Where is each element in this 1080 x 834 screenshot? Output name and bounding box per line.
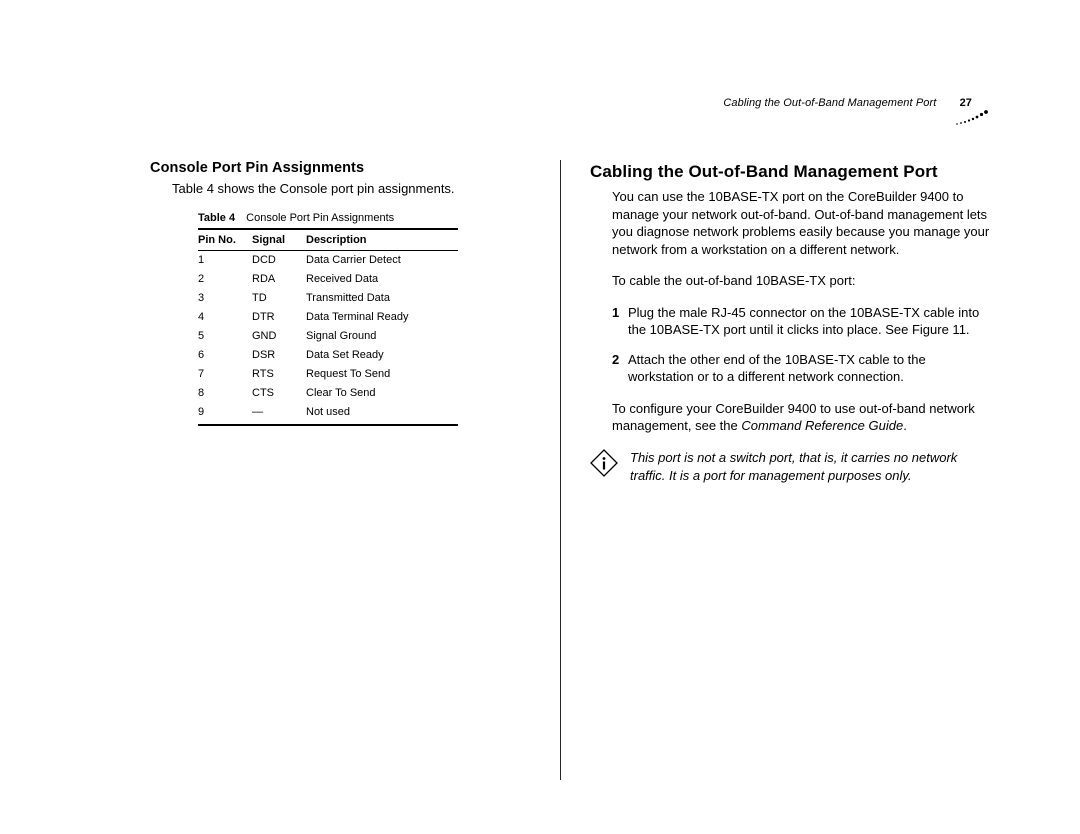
column-divider bbox=[560, 160, 561, 780]
table-cell: RDA bbox=[252, 270, 306, 289]
table-row: 8CTSClear To Send bbox=[198, 384, 458, 403]
step-text: Plug the male RJ-45 connector on the 10B… bbox=[628, 304, 990, 339]
table-header-pinno: Pin No. bbox=[198, 229, 252, 251]
table-cell: Data Carrier Detect bbox=[306, 250, 458, 270]
list-item: 1Plug the male RJ-45 connector on the 10… bbox=[612, 304, 990, 339]
table-cell: Signal Ground bbox=[306, 327, 458, 346]
info-note-text: This port is not a switch port, that is,… bbox=[630, 449, 990, 484]
pin-assignment-table: Pin No. Signal Description 1DCDData Carr… bbox=[198, 228, 458, 427]
table-cell: DCD bbox=[252, 250, 306, 270]
table-cell: DTR bbox=[252, 308, 306, 327]
table-caption-text: Console Port Pin Assignments bbox=[246, 212, 394, 224]
table-caption-label: Table 4 bbox=[198, 212, 235, 224]
table-row: 7RTSRequest To Send bbox=[198, 365, 458, 384]
right-p3-ital: Command Reference Guide bbox=[741, 418, 903, 433]
table-cell: CTS bbox=[252, 384, 306, 403]
info-note: This port is not a switch port, that is,… bbox=[590, 449, 990, 484]
right-p1: You can use the 10BASE-TX port on the Co… bbox=[612, 188, 990, 258]
left-intro: Table 4 shows the Console port pin assig… bbox=[172, 180, 550, 198]
table-cell: 8 bbox=[198, 384, 252, 403]
table-cell: 5 bbox=[198, 327, 252, 346]
table-row: 5GNDSignal Ground bbox=[198, 327, 458, 346]
table-cell: — bbox=[252, 403, 306, 426]
left-column: Console Port Pin Assignments Table 4 sho… bbox=[150, 90, 550, 484]
right-heading: Cabling the Out-of-Band Management Port bbox=[590, 162, 990, 182]
table-cell: 1 bbox=[198, 250, 252, 270]
table-cell: 9 bbox=[198, 403, 252, 426]
step-number: 2 bbox=[612, 351, 628, 386]
table-caption: Table 4 Console Port Pin Assignments bbox=[198, 212, 550, 224]
right-p2: To cable the out-of-band 10BASE-TX port: bbox=[612, 272, 990, 290]
step-text: Attach the other end of the 10BASE-TX ca… bbox=[628, 351, 990, 386]
list-item: 2Attach the other end of the 10BASE-TX c… bbox=[612, 351, 990, 386]
table-cell: 7 bbox=[198, 365, 252, 384]
table-row: 1DCDData Carrier Detect bbox=[198, 250, 458, 270]
table-cell: Not used bbox=[306, 403, 458, 426]
table-cell: 2 bbox=[198, 270, 252, 289]
table-row: 3TDTransmitted Data bbox=[198, 289, 458, 308]
table-cell: GND bbox=[252, 327, 306, 346]
page-content: Console Port Pin Assignments Table 4 sho… bbox=[150, 90, 990, 484]
table-cell: Clear To Send bbox=[306, 384, 458, 403]
table-cell: Received Data bbox=[306, 270, 458, 289]
table-cell: Data Terminal Ready bbox=[306, 308, 458, 327]
info-icon bbox=[590, 449, 618, 477]
table-header-signal: Signal bbox=[252, 229, 306, 251]
table-cell: TD bbox=[252, 289, 306, 308]
table-cell: 6 bbox=[198, 346, 252, 365]
table-cell: 3 bbox=[198, 289, 252, 308]
table-cell: Data Set Ready bbox=[306, 346, 458, 365]
step-number: 1 bbox=[612, 304, 628, 339]
table-cell: Request To Send bbox=[306, 365, 458, 384]
table-row: 6DSRData Set Ready bbox=[198, 346, 458, 365]
table-cell: Transmitted Data bbox=[306, 289, 458, 308]
right-p3-post: . bbox=[903, 418, 907, 433]
right-column: Cabling the Out-of-Band Management Port … bbox=[590, 90, 990, 484]
table-row: 2RDAReceived Data bbox=[198, 270, 458, 289]
table-header-row: Pin No. Signal Description bbox=[198, 229, 458, 251]
table-row: 9—Not used bbox=[198, 403, 458, 426]
steps-list: 1Plug the male RJ-45 connector on the 10… bbox=[612, 304, 990, 386]
table-cell: 4 bbox=[198, 308, 252, 327]
table-cell: DSR bbox=[252, 346, 306, 365]
table-cell: RTS bbox=[252, 365, 306, 384]
left-heading: Console Port Pin Assignments bbox=[150, 160, 550, 176]
table-header-description: Description bbox=[306, 229, 458, 251]
right-p3: To configure your CoreBuilder 9400 to us… bbox=[612, 400, 990, 435]
table-row: 4DTRData Terminal Ready bbox=[198, 308, 458, 327]
